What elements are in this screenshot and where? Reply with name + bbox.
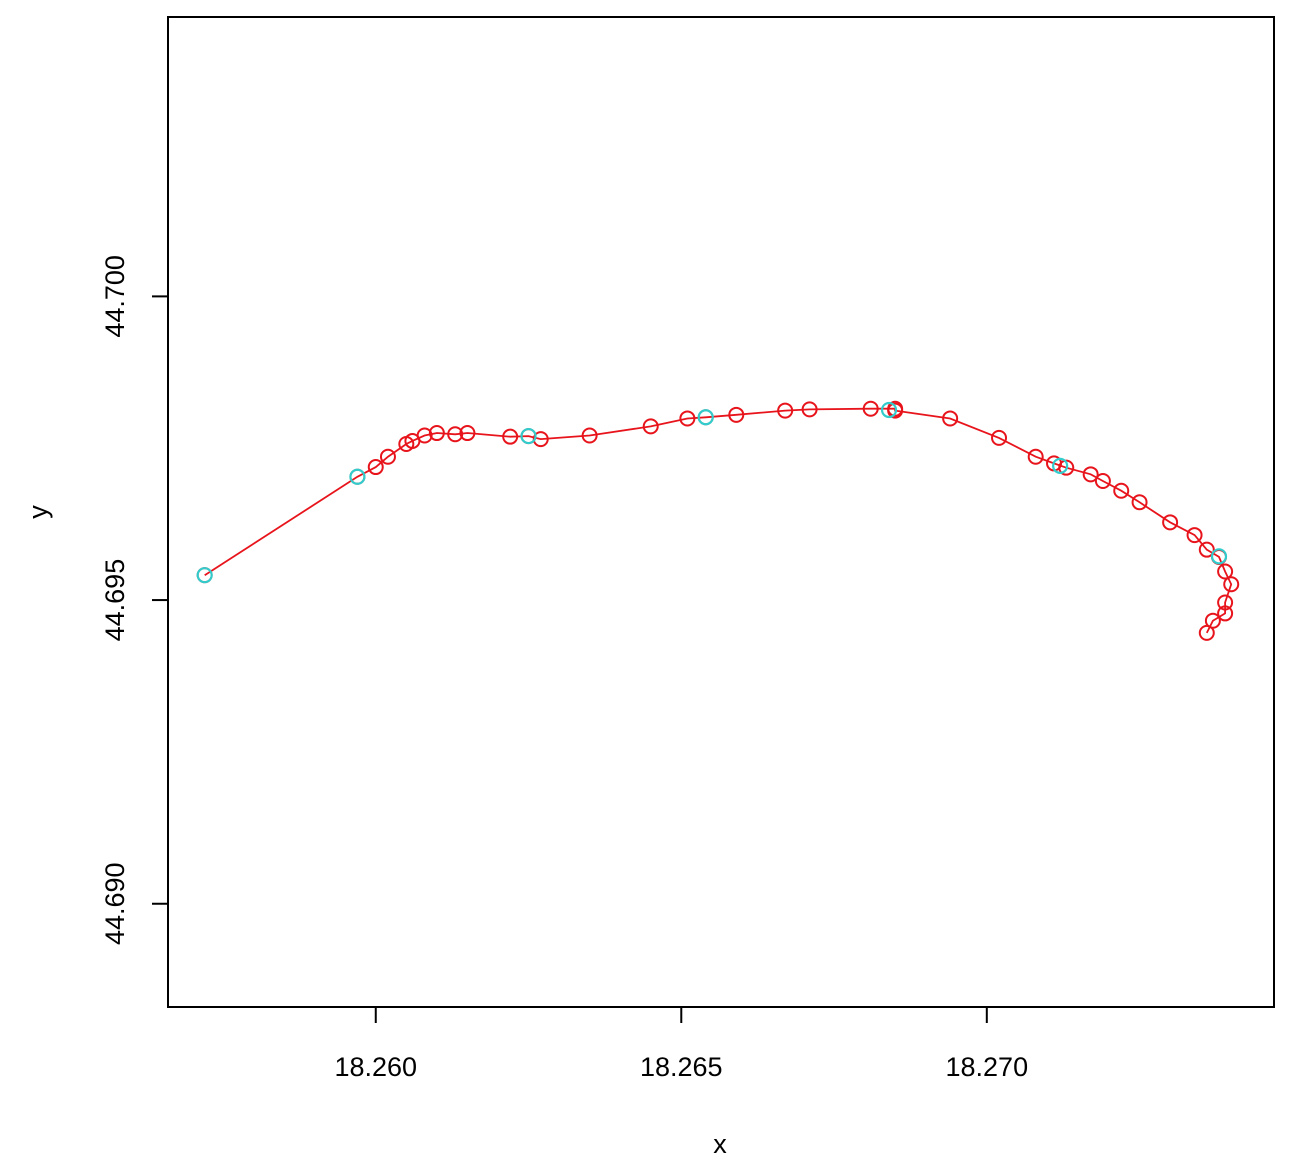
track-point — [991, 429, 1008, 446]
plot-frame — [167, 16, 1275, 1008]
track-point — [1186, 527, 1203, 544]
track-point — [1198, 624, 1215, 641]
y-axis-title: y — [23, 505, 53, 519]
track-point — [416, 427, 433, 444]
track-point — [1217, 605, 1234, 622]
track-point — [777, 402, 794, 419]
track-point — [679, 410, 696, 427]
y-tick-label: 44.695 — [100, 559, 130, 642]
track-point — [801, 401, 818, 418]
track-point — [1082, 466, 1099, 483]
series-layer — [196, 400, 1240, 641]
y-tick-label: 44.690 — [100, 862, 130, 945]
highlight-layer — [196, 401, 1228, 584]
track-point — [367, 459, 384, 476]
track-point — [642, 418, 659, 435]
track-point — [862, 400, 879, 417]
track-point — [1198, 541, 1215, 558]
x-tick-label: 18.270 — [946, 1052, 1029, 1082]
y-tick-label: 44.700 — [100, 255, 130, 338]
track-point — [502, 428, 519, 445]
track-point — [379, 448, 396, 465]
track-point — [942, 410, 959, 427]
track-point — [1217, 594, 1234, 611]
highlight-point — [196, 567, 213, 584]
highlight-point — [349, 468, 366, 485]
track-point — [1113, 482, 1130, 499]
track-point — [1094, 473, 1111, 490]
highlight-point — [520, 427, 537, 445]
track-point — [1131, 494, 1148, 511]
track-line — [204, 407, 1233, 634]
track-point — [728, 406, 745, 423]
highlight-point — [1210, 548, 1228, 565]
track-point — [1223, 576, 1240, 593]
track-point — [887, 402, 904, 419]
highlight-point — [880, 401, 898, 419]
x-tick-label: 18.265 — [640, 1052, 723, 1082]
x-axis: 18.260 18.265 18.270 — [334, 1006, 1029, 1082]
x-axis-title: x — [713, 1129, 727, 1159]
highlight-point — [1052, 457, 1069, 474]
track-point — [428, 425, 445, 442]
track-point — [1162, 514, 1179, 531]
highlight-point — [697, 409, 714, 426]
track-point — [1027, 448, 1044, 465]
track-point — [459, 425, 476, 442]
track-point — [447, 426, 464, 443]
track-point — [581, 427, 598, 444]
y-axis: 44.690 44.695 44.700 — [100, 255, 169, 945]
track-point — [1217, 563, 1234, 580]
x-tick-label: 18.260 — [334, 1052, 417, 1082]
